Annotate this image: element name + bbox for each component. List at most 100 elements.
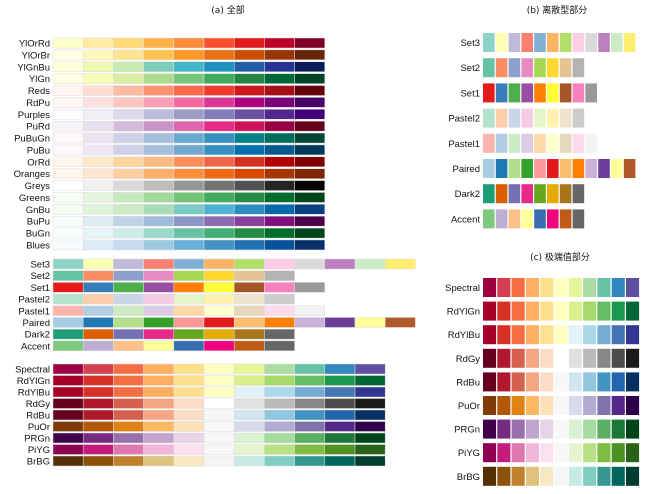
color-swatch xyxy=(143,49,175,61)
color-swatch xyxy=(113,120,144,132)
palette-row-bugn: BuGn xyxy=(26,227,326,240)
color-swatch xyxy=(534,209,546,229)
color-swatch xyxy=(264,421,295,432)
color-swatch xyxy=(324,386,356,398)
color-swatch xyxy=(294,168,326,179)
color-swatch xyxy=(233,317,265,328)
color-swatch xyxy=(324,258,356,270)
color-swatch xyxy=(233,432,265,444)
color-swatch xyxy=(597,443,611,463)
color-swatch xyxy=(82,204,114,215)
color-swatch xyxy=(82,293,114,305)
color-swatch xyxy=(82,49,114,61)
palette-label: PRGn xyxy=(24,434,50,445)
color-swatch xyxy=(294,432,326,444)
color-swatch xyxy=(82,239,114,251)
color-swatch xyxy=(626,396,640,415)
color-swatch xyxy=(203,192,235,203)
color-swatch xyxy=(534,33,546,52)
color-swatch xyxy=(294,444,326,455)
color-swatch xyxy=(525,278,539,297)
palette-row-puor: PuOr xyxy=(458,396,640,415)
color-swatch xyxy=(264,409,295,421)
color-swatch xyxy=(173,109,205,120)
color-swatch xyxy=(113,156,144,168)
panel-c-diverging-palettes: Spectral RdYlGn RdYlBu RdGy RdBu PuOr PRGn PiYG… xyxy=(445,278,640,486)
color-swatch xyxy=(233,180,265,191)
color-swatch xyxy=(294,37,326,49)
color-swatch xyxy=(534,184,546,204)
palette-row-prgn: PRGn xyxy=(454,419,640,439)
palette-label: BuGn xyxy=(26,229,50,240)
color-swatch xyxy=(597,348,611,368)
color-swatch xyxy=(173,85,205,96)
color-swatch xyxy=(483,348,497,368)
palette-label: RdYlGn xyxy=(447,307,480,318)
palette-row-oranges: Oranges xyxy=(14,168,326,180)
color-swatch xyxy=(113,328,144,340)
color-swatch xyxy=(143,409,175,421)
palette-row-pastel1: Pastel1 xyxy=(448,133,597,153)
palette-label: PuOr xyxy=(28,422,50,433)
color-swatch xyxy=(264,37,295,49)
color-swatch xyxy=(483,33,495,52)
color-swatch xyxy=(497,278,511,297)
palette-label: RdGy xyxy=(26,399,51,410)
color-swatch xyxy=(324,432,356,444)
color-swatch xyxy=(113,109,144,120)
color-swatch xyxy=(113,409,144,421)
color-swatch xyxy=(324,363,356,375)
color-swatch xyxy=(525,372,539,392)
color-swatch xyxy=(233,168,265,179)
color-swatch xyxy=(82,363,114,375)
color-swatch xyxy=(52,293,84,305)
color-swatch xyxy=(264,109,295,120)
color-swatch xyxy=(354,386,386,398)
palette-label: PuBu xyxy=(27,145,50,156)
palette-label: Spectral xyxy=(445,283,480,294)
color-swatch xyxy=(626,325,640,345)
palette-label: YlOrBr xyxy=(22,50,51,61)
palette-row-set3: Set3 xyxy=(30,258,416,271)
color-swatch xyxy=(233,444,265,455)
color-swatch xyxy=(598,159,610,178)
color-swatch xyxy=(203,97,235,108)
color-swatch xyxy=(294,421,326,432)
palette-row-spectral: Spectral xyxy=(445,278,640,297)
palette-row-pastel2: Pastel2 xyxy=(448,108,585,128)
palette-label: Pastel2 xyxy=(448,114,480,125)
color-swatch xyxy=(483,443,497,463)
color-swatch xyxy=(203,239,235,251)
color-swatch xyxy=(483,325,497,345)
color-swatch xyxy=(521,184,533,204)
color-swatch xyxy=(113,386,144,398)
color-swatch xyxy=(173,215,205,227)
color-swatch xyxy=(294,109,326,120)
palette-label: Paired xyxy=(23,318,50,329)
color-swatch xyxy=(52,132,84,144)
color-swatch xyxy=(113,132,144,144)
color-swatch xyxy=(173,168,205,179)
palette-label: Set3 xyxy=(460,38,480,49)
color-swatch xyxy=(483,184,495,204)
palette-row-purd: PuRd xyxy=(26,120,326,133)
color-swatch xyxy=(173,132,205,144)
color-swatch xyxy=(82,61,114,73)
color-swatch xyxy=(572,108,585,128)
color-swatch xyxy=(143,239,175,251)
color-swatch xyxy=(203,258,235,270)
color-swatch xyxy=(611,419,625,439)
color-swatch xyxy=(294,215,326,227)
color-swatch xyxy=(143,317,175,328)
color-swatch xyxy=(203,37,235,49)
color-swatch xyxy=(143,132,175,144)
color-swatch xyxy=(113,85,144,96)
color-swatch xyxy=(294,317,326,328)
color-swatch xyxy=(497,466,511,486)
color-swatch xyxy=(568,301,582,321)
color-swatch xyxy=(143,156,175,168)
palette-label: Greys xyxy=(25,181,51,192)
color-swatch xyxy=(554,372,568,392)
color-swatch xyxy=(559,33,572,52)
